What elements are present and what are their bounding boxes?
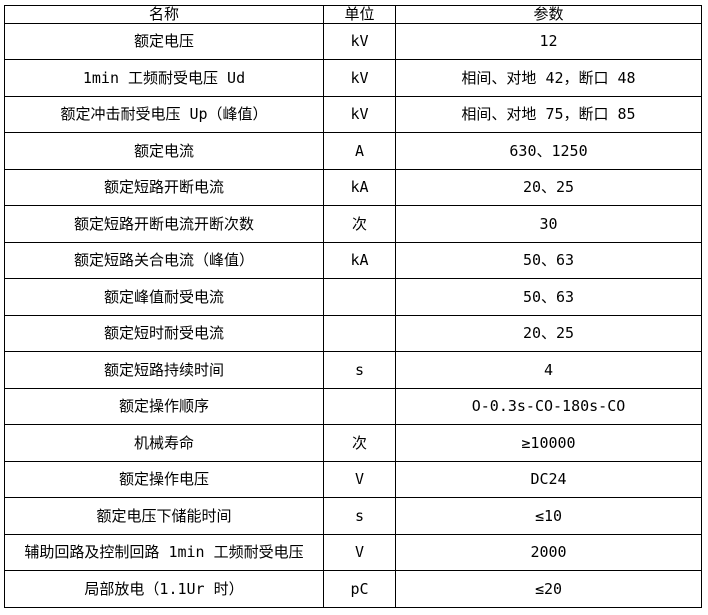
table-header-row: 名称 单位 参数 xyxy=(4,5,702,24)
spec-unit-cell: s xyxy=(323,351,396,389)
spec-value-cell: 12 xyxy=(395,22,702,61)
spec-unit-cell: kV xyxy=(323,59,396,97)
spec-name-cell: 额定短路开断电流开断次数 xyxy=(4,205,324,243)
spec-unit-cell: kV xyxy=(323,22,396,61)
spec-name-cell: 额定操作电压 xyxy=(4,460,324,499)
spec-unit-cell: A xyxy=(323,132,396,170)
spec-unit-cell: kV xyxy=(323,95,396,134)
table-row: 局部放电（1.1Ur 时） pC ≤20 xyxy=(4,570,702,608)
spec-name-cell: 额定电压 xyxy=(4,22,324,61)
table-row: 额定电压下储能时间 s ≤10 xyxy=(4,497,702,535)
spec-unit-cell: 次 xyxy=(323,424,396,462)
spec-unit-cell: kA xyxy=(323,168,396,207)
spec-value-cell: 20、25 xyxy=(395,314,702,353)
spec-value-cell: O-0.3s-CO-180s-CO xyxy=(395,387,702,426)
spec-name-cell: 额定冲击耐受电压 Up（峰值） xyxy=(4,95,324,134)
table-row: 额定峰值耐受电流 50、63 xyxy=(4,278,702,316)
spec-value-cell: 630、1250 xyxy=(395,132,702,170)
spec-name-cell: 局部放电（1.1Ur 时） xyxy=(4,570,324,608)
spec-name-cell: 额定电流 xyxy=(4,132,324,170)
spec-table: 名称 单位 参数 额定电压 kV 12 1min 工频耐受电压 Ud kV 相间… xyxy=(4,5,702,608)
spec-value-cell: 30 xyxy=(395,205,702,243)
spec-name-cell: 辅助回路及控制回路 1min 工频耐受电压 xyxy=(4,533,324,572)
spec-name-cell: 额定电压下储能时间 xyxy=(4,497,324,535)
spec-unit-cell: s xyxy=(323,497,396,535)
spec-name-cell: 1min 工频耐受电压 Ud xyxy=(4,59,324,97)
column-header-name: 名称 xyxy=(4,5,324,24)
table-row: 额定电压 kV 12 xyxy=(4,22,702,61)
table-row: 额定短路持续时间 s 4 xyxy=(4,351,702,389)
spec-value-cell: ≥10000 xyxy=(395,424,702,462)
spec-name-cell: 机械寿命 xyxy=(4,424,324,462)
spec-unit-cell: V xyxy=(323,460,396,499)
spec-value-cell: 4 xyxy=(395,351,702,389)
table-row: 额定短路开断电流 kA 20、25 xyxy=(4,168,702,207)
table-row: 额定短时耐受电流 20、25 xyxy=(4,314,702,353)
spec-unit-cell xyxy=(323,387,396,426)
spec-unit-cell: pC xyxy=(323,570,396,608)
table-row: 额定操作顺序 O-0.3s-CO-180s-CO xyxy=(4,387,702,426)
table-row: 额定电流 A 630、1250 xyxy=(4,132,702,170)
table-row: 机械寿命 次 ≥10000 xyxy=(4,424,702,462)
column-header-unit: 单位 xyxy=(323,5,396,24)
spec-value-cell: ≤20 xyxy=(395,570,702,608)
table-row: 额定短路开断电流开断次数 次 30 xyxy=(4,205,702,243)
spec-name-cell: 额定短路持续时间 xyxy=(4,351,324,389)
spec-name-cell: 额定短路关合电流（峰值） xyxy=(4,241,324,280)
spec-unit-cell: 次 xyxy=(323,205,396,243)
spec-value-cell: ≤10 xyxy=(395,497,702,535)
spec-unit-cell xyxy=(323,278,396,316)
table-row: 额定短路关合电流（峰值） kA 50、63 xyxy=(4,241,702,280)
spec-unit-cell xyxy=(323,314,396,353)
spec-name-cell: 额定操作顺序 xyxy=(4,387,324,426)
spec-value-cell: 50、63 xyxy=(395,278,702,316)
spec-unit-cell: V xyxy=(323,533,396,572)
spec-name-cell: 额定短时耐受电流 xyxy=(4,314,324,353)
spec-value-cell: 相间、对地 75，断口 85 xyxy=(395,95,702,134)
spec-unit-cell: kA xyxy=(323,241,396,280)
spec-value-cell: DC24 xyxy=(395,460,702,499)
spec-name-cell: 额定短路开断电流 xyxy=(4,168,324,207)
column-header-value: 参数 xyxy=(395,5,702,24)
table-row: 额定操作电压 V DC24 xyxy=(4,460,702,499)
table-row: 额定冲击耐受电压 Up（峰值） kV 相间、对地 75，断口 85 xyxy=(4,95,702,134)
spec-name-cell: 额定峰值耐受电流 xyxy=(4,278,324,316)
table-row: 1min 工频耐受电压 Ud kV 相间、对地 42，断口 48 xyxy=(4,59,702,97)
spec-value-cell: 20、25 xyxy=(395,168,702,207)
spec-value-cell: 50、63 xyxy=(395,241,702,280)
table-row: 辅助回路及控制回路 1min 工频耐受电压 V 2000 xyxy=(4,533,702,572)
spec-value-cell: 2000 xyxy=(395,533,702,572)
spec-value-cell: 相间、对地 42，断口 48 xyxy=(395,59,702,97)
